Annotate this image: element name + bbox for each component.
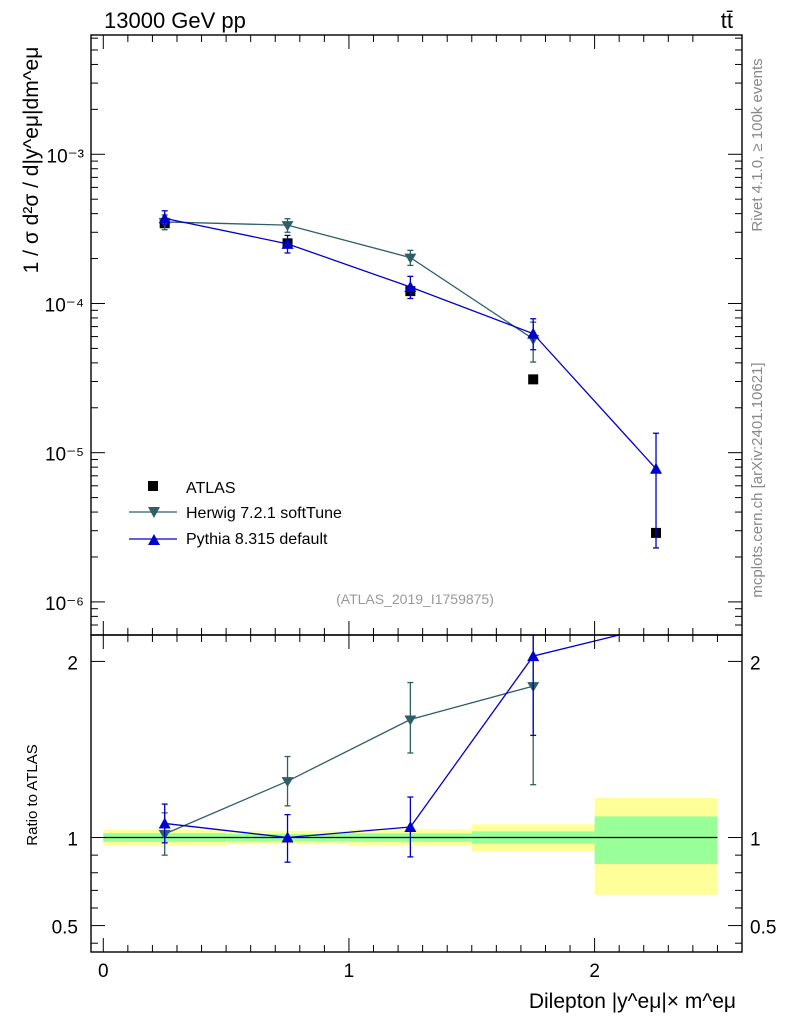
pythia-point-3 (527, 327, 540, 339)
ratio-pythia-point-2 (404, 820, 417, 832)
herwig-point-1 (281, 221, 294, 232)
main-panel: 10⁻⁶ 10⁻⁵ 10⁻⁴ 10⁻³ 1 / σ d²σ / d|y^eμ|dm^e… (20, 34, 743, 636)
x-tick-label: 2 (589, 961, 600, 982)
ratio-ytick-label-right: 0.5 (750, 918, 776, 939)
mcplots-label: mcplots.cern.ch [arXiv:2401.10621] (749, 362, 766, 597)
pythia-point-0 (158, 212, 171, 224)
pythia-point-4 (650, 462, 663, 474)
ratio-pythia-line (164, 635, 620, 839)
ratio-herwig-point-2 (404, 715, 417, 726)
main-watermark: (ATLAS_2019_I1759875) (336, 591, 494, 607)
main-y-axis-label: 1 / σ d²σ / d|y^eμ|dm^eμ (20, 47, 43, 274)
x-tick-label: 1 (344, 961, 355, 982)
herwig-point-2 (404, 253, 417, 264)
process-label: tt̄ (721, 8, 733, 33)
ratio-band-inner-4 (594, 816, 718, 864)
ratio-ytick-label-left: 2 (67, 653, 78, 674)
legend-label-pythia: Pythia 8.315 default (186, 531, 328, 548)
x-axis-label: Dilepton |y^eμ|× m^eμ (529, 990, 736, 1013)
ratio-herwig-point-1 (281, 777, 294, 788)
ratio-y-axis-label: Ratio to ATLAS (24, 744, 41, 845)
legend-label-herwig: Herwig 7.2.1 softTune (186, 505, 342, 522)
pythia-point-2 (404, 280, 417, 292)
legend-marker-herwig (148, 507, 160, 518)
main-ytick-label: 10⁻⁴ (45, 295, 84, 316)
herwig-line (164, 221, 534, 340)
energy-label: 13000 GeV pp (104, 8, 246, 33)
main-ytick-label: 10⁻⁶ (45, 594, 84, 615)
pythia-point-1 (281, 237, 294, 249)
ratio-frame (90, 634, 743, 953)
rivet-version-label: Rivet 4.1.0, ≥ 100k events (749, 58, 766, 231)
legend-marker-atlas (148, 481, 158, 491)
legend-marker-pythia (148, 534, 160, 545)
ratio-pythia-point-3 (527, 650, 540, 662)
ratio-ytick-label-right: 1 (750, 830, 761, 851)
legend: ATLAS Herwig 7.2.1 softTune Pythia 8.315… (129, 480, 342, 548)
main-ytick-label: 10⁻⁵ (45, 445, 84, 466)
ratio-pythia-point-0 (158, 817, 171, 829)
ratio-pythia-point-1 (281, 831, 294, 843)
ratio-ytick-label-left: 1 (67, 830, 78, 851)
ratio-herwig-line (164, 685, 534, 835)
main-ytick-label: 10⁻³ (47, 146, 85, 167)
ratio-panel: 0.5 0.5 1 1 2 2 0 1 2 Ratio to ATLAS Dilepton |y… (24, 634, 776, 1013)
x-tick-label: 0 (98, 961, 109, 982)
ratio-ytick-label-right: 2 (750, 653, 761, 674)
atlas-point-3 (528, 374, 539, 385)
ratio-ytick-label-left: 0.5 (52, 918, 78, 939)
legend-label-atlas: ATLAS (186, 480, 236, 497)
